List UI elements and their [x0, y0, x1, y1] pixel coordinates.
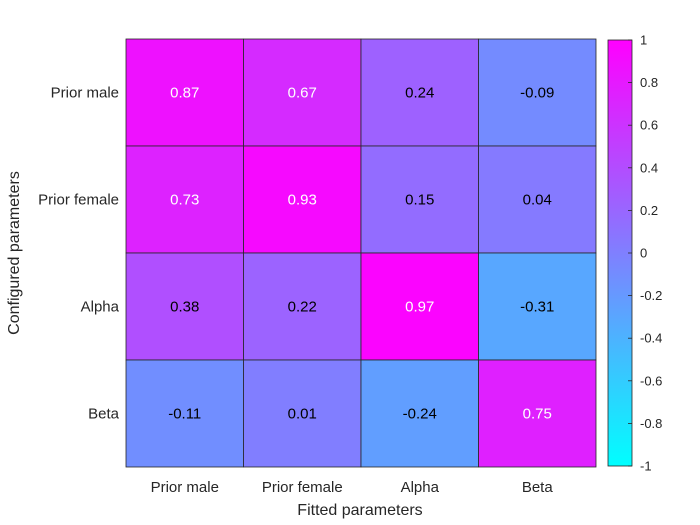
heatmap-cell [125, 145, 244, 254]
cell-value-label: 0.22 [288, 299, 317, 316]
heatmap-cell [478, 38, 597, 147]
cell-value-label: 0.15 [405, 192, 434, 209]
cell-value-label: 0.38 [170, 299, 199, 316]
heatmap-cell [243, 252, 362, 361]
colorbar-tick-label: -0.8 [640, 416, 662, 431]
colorbar-ticks: 1 0.8 0.6 0.4 0.2 0 -0.2 -0.4 -0.6 -0.8 -1 [628, 33, 662, 474]
cell-value-label: 0.93 [288, 192, 317, 209]
colorbar-tick-label: -0.6 [640, 373, 662, 388]
heatmap-cell [243, 145, 362, 254]
x-tick-labels: Prior male Prior female Alpha Beta [151, 479, 554, 496]
heatmap-cell [125, 359, 244, 468]
colorbar-tick-label: 0.6 [640, 118, 658, 133]
colorbar-tick-label: 0 [640, 246, 647, 261]
cell-value-label: 0.67 [288, 85, 317, 102]
heatmap-cell [360, 38, 479, 147]
x-tick-label: Prior female [262, 479, 343, 496]
cell-value-label: 0.04 [523, 192, 552, 209]
colorbar-tick-label: 0.2 [640, 203, 658, 218]
cell-value-label: -0.11 [168, 406, 201, 423]
x-tick-label: Beta [522, 479, 554, 496]
x-tick-label: Alpha [401, 479, 440, 496]
heatmap-cell [478, 252, 597, 361]
cell-value-label: -0.31 [520, 299, 554, 316]
colorbar-tick-label: -1 [640, 459, 652, 474]
cell-value-label: 0.75 [523, 406, 552, 423]
cell-value-label: 0.73 [170, 192, 199, 209]
cell-value-label: 0.97 [405, 299, 434, 316]
heatmap-cell [478, 145, 597, 254]
y-tick-label: Beta [88, 406, 120, 423]
cell-value-label: -0.24 [403, 406, 437, 423]
heatmap-cell [243, 38, 362, 147]
cell-value-label: 0.24 [405, 85, 434, 102]
colorbar-tick-label: -0.4 [640, 331, 662, 346]
colorbar-tick-label: 0.4 [640, 160, 658, 175]
heatmap-cell [478, 359, 597, 468]
cell-value-label: 0.87 [170, 85, 199, 102]
cell-value-label: -0.09 [520, 85, 554, 102]
colorbar-tick-label: 0.8 [640, 75, 658, 90]
x-tick-label: Prior male [151, 479, 219, 496]
cell-value-label: 0.01 [288, 406, 317, 423]
y-tick-label: Prior male [51, 85, 119, 102]
y-tick-label: Prior female [38, 192, 119, 209]
heatmap-cell [360, 359, 479, 468]
colorbar-tick-label: 1 [640, 33, 647, 48]
heatmap-cell [125, 38, 244, 147]
y-tick-label: Alpha [81, 299, 120, 316]
colorbar-tick-label: -0.2 [640, 288, 662, 303]
heatmap-cells: 0.87 0.67 0.24 -0.09 0.73 0.93 0.15 0.04 0.38 0.2… [125, 38, 597, 468]
x-axis-title: Fitted parameters [297, 502, 422, 519]
y-tick-labels: Prior male Prior female Alpha Beta [38, 85, 120, 423]
y-axis-title: Configured parameters [6, 171, 23, 335]
heatmap-cell [243, 359, 362, 468]
